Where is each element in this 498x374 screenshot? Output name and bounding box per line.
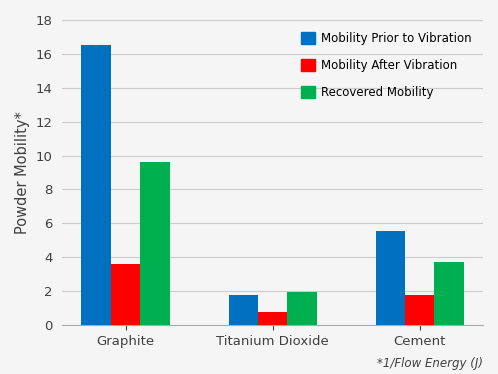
Bar — [287, 292, 317, 325]
Bar — [405, 295, 434, 325]
Bar — [375, 231, 405, 325]
Bar — [229, 295, 258, 325]
Bar — [81, 45, 111, 325]
Bar — [111, 264, 140, 325]
Bar — [140, 162, 170, 325]
Legend: Mobility Prior to Vibration, Mobility After Vibration, Recovered Mobility: Mobility Prior to Vibration, Mobility Af… — [295, 26, 477, 105]
Y-axis label: Powder Mobility*: Powder Mobility* — [15, 111, 30, 234]
Bar — [258, 312, 287, 325]
Bar — [434, 261, 464, 325]
Text: *1/Flow Energy (J): *1/Flow Energy (J) — [377, 357, 483, 370]
